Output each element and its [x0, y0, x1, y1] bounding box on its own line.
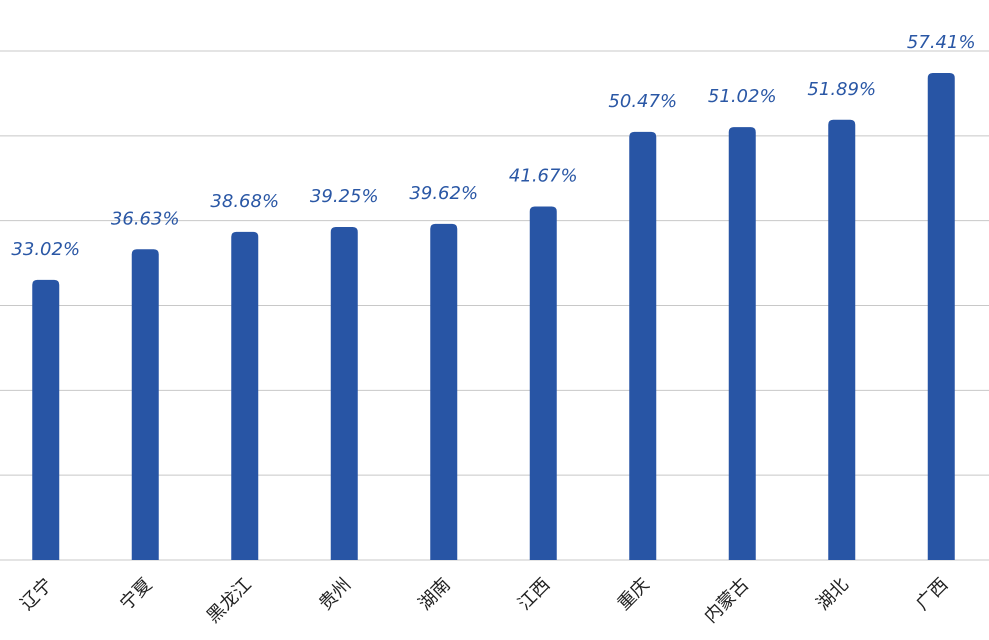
x-tick-label: 广西 — [912, 574, 952, 614]
value-label: 51.89% — [807, 79, 876, 100]
value-label: 57.41% — [907, 32, 976, 53]
value-label: 39.62% — [409, 183, 478, 204]
x-tick-label: 辽宁 — [17, 574, 57, 614]
value-label: 51.02% — [708, 86, 777, 107]
x-tick-label: 江西 — [514, 574, 554, 614]
x-tick-label: 湖南 — [415, 574, 455, 614]
value-label: 33.02% — [11, 239, 80, 260]
x-tick-label: 黑龙江 — [203, 574, 256, 627]
bar — [430, 223, 458, 561]
bar — [32, 279, 60, 560]
bar — [828, 119, 856, 560]
value-label: 41.67% — [509, 165, 578, 186]
bar — [927, 72, 955, 560]
x-tick-label: 重庆 — [614, 574, 654, 614]
bar — [529, 206, 557, 560]
bar — [330, 227, 358, 560]
x-tick-label: 湖北 — [813, 574, 853, 614]
bar — [629, 131, 657, 560]
value-label: 50.47% — [608, 91, 677, 112]
x-tick-label: 内蒙古 — [700, 574, 753, 627]
value-label: 39.25% — [310, 186, 379, 207]
bar — [131, 249, 159, 560]
bar — [231, 231, 259, 560]
x-tick-label: 宁夏 — [116, 574, 156, 614]
value-label: 36.63% — [111, 208, 180, 229]
value-label: 38.68% — [210, 191, 279, 212]
bar — [728, 127, 756, 561]
x-tick-label: 贵州 — [315, 574, 355, 614]
